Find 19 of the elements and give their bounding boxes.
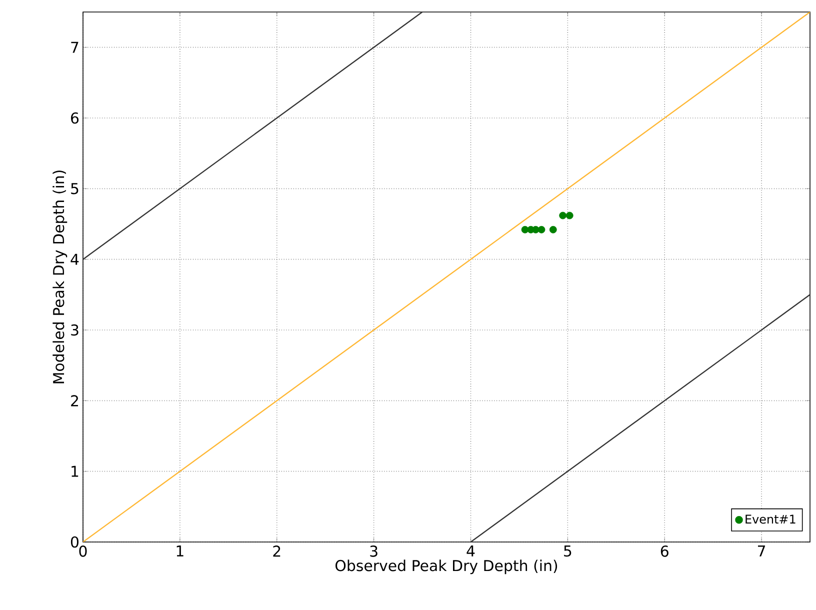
y-tick-label: 4 [70,254,79,265]
y-axis-title: Modeled Peak Dry Depth (in) [52,170,68,384]
x-axis-title: Observed Peak Dry Depth (in) [336,560,558,574]
legend-label: Event#1 [746,514,796,524]
y-tick-label: 5 [71,183,78,194]
x-tick-label: 1 [176,546,184,556]
x-tick-label: 6 [660,546,668,557]
y-tick-label: 2 [71,395,78,406]
y-tick-label: 6 [71,112,79,124]
x-tick-label: 0 [79,546,87,557]
x-tick-label: 5 [564,546,572,557]
x-tick-label: 2 [273,546,280,557]
x-tick-label: 3 [370,546,378,557]
y-tick-label: 1 [72,466,78,477]
x-tick-label: 4 [466,546,475,556]
x-tick-label: 7 [758,546,766,556]
y-tick-label: 3 [71,324,78,336]
y-tick-label: 7 [71,42,78,53]
y-tick-label: 0 [70,536,78,548]
